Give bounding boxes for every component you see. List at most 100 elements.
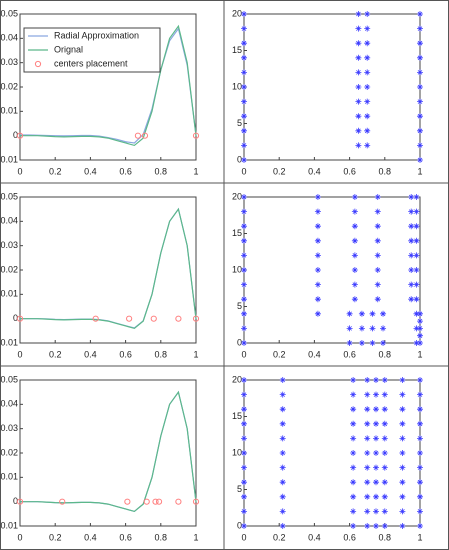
star-marker [241, 523, 247, 529]
star-marker [374, 281, 381, 288]
star-marker [417, 11, 423, 17]
y-tick-label: 20 [232, 374, 242, 384]
y-tick-label: 0.01 [0, 154, 18, 164]
star-marker [241, 267, 247, 273]
star-marker [417, 113, 423, 120]
center-marker [59, 498, 66, 505]
star-marker [408, 208, 415, 215]
star-marker [314, 194, 321, 200]
star-marker [241, 464, 247, 471]
star-marker [381, 406, 388, 413]
star-marker [399, 435, 406, 442]
star-marker [364, 523, 371, 529]
star-marker [241, 54, 247, 61]
star-marker [364, 420, 371, 427]
star-marker [374, 194, 381, 200]
star-marker [399, 377, 406, 383]
star-marker [381, 420, 388, 427]
star-marker [350, 420, 357, 427]
star-marker [381, 493, 388, 500]
star-marker [417, 157, 423, 163]
y-tick-label: 15 [232, 411, 242, 421]
star-marker [346, 340, 353, 346]
y-tick-label: 20 [232, 191, 242, 201]
y-tick-label: 0 [237, 337, 242, 347]
y-tick-label: 10 [232, 264, 242, 274]
y-tick-label: 0.05 [0, 191, 18, 201]
star-marker [314, 223, 321, 230]
star-marker [399, 420, 406, 427]
x-tick-label: 1 [417, 349, 422, 359]
y-tick-label: 0.01 [0, 289, 18, 299]
x-tick-label: 0.6 [119, 349, 132, 359]
star-marker [355, 25, 362, 32]
x-tick-label: 0.2 [49, 166, 62, 176]
star-marker [279, 406, 286, 413]
star-marker [351, 296, 358, 303]
star-marker [408, 281, 415, 288]
star-marker [381, 450, 388, 456]
star-marker [417, 98, 423, 105]
star-marker [417, 450, 423, 456]
star-marker [417, 377, 423, 383]
x-tick-label: 0.2 [273, 166, 286, 176]
x-tick-label: 0 [17, 166, 22, 176]
x-tick-label: 0 [17, 532, 22, 542]
center-marker [16, 315, 24, 322]
star-marker [399, 391, 406, 398]
star-marker [364, 40, 371, 47]
x-tick-label: 0.2 [49, 349, 62, 359]
star-marker [381, 391, 388, 398]
star-marker [355, 84, 362, 90]
star-marker [241, 406, 247, 413]
star-marker [417, 310, 423, 317]
star-marker [364, 479, 371, 486]
star-marker [408, 223, 415, 230]
star-marker [314, 310, 321, 317]
star-marker [241, 11, 247, 17]
star-marker [351, 194, 358, 200]
star-marker [355, 113, 362, 120]
star-marker [380, 310, 387, 317]
star-marker [417, 84, 423, 90]
center-marker [150, 315, 157, 322]
legend-marker [34, 60, 42, 68]
star-marker [364, 391, 371, 398]
legend-label: Radial Approximation [54, 30, 139, 40]
star-marker [279, 391, 286, 398]
star-marker [241, 69, 247, 76]
star-marker [417, 406, 423, 413]
star-marker [351, 208, 358, 215]
y-tick-label: 20 [232, 8, 242, 18]
star-marker [413, 310, 420, 317]
star-marker [314, 208, 321, 215]
star-marker [417, 318, 423, 325]
x-tick-label: 1 [193, 166, 198, 176]
star-marker [364, 142, 371, 149]
star-marker [350, 508, 357, 515]
center-marker [192, 132, 200, 139]
star-marker [241, 340, 247, 346]
x-tick-label: 0.8 [379, 349, 392, 359]
star-marker [241, 25, 247, 32]
y-tick-label: 0.02 [0, 81, 18, 91]
star-marker [314, 237, 321, 244]
x-tick-label: 0.8 [155, 532, 168, 542]
x-tick-label: 0 [241, 349, 246, 359]
center-marker [16, 132, 24, 139]
star-marker [350, 464, 357, 471]
star-marker [355, 142, 362, 149]
star-marker [413, 267, 420, 273]
y-tick-label: 0.01 [0, 520, 18, 530]
star-marker [373, 420, 379, 427]
star-marker [373, 377, 379, 383]
star-marker [369, 340, 376, 346]
star-marker [364, 450, 371, 456]
x-tick-label: 0.8 [379, 166, 392, 176]
star-marker [381, 435, 388, 442]
star-marker [355, 54, 362, 61]
star-marker [350, 406, 357, 413]
star-marker [279, 493, 286, 500]
star-marker [417, 508, 423, 515]
star-marker [374, 296, 381, 303]
